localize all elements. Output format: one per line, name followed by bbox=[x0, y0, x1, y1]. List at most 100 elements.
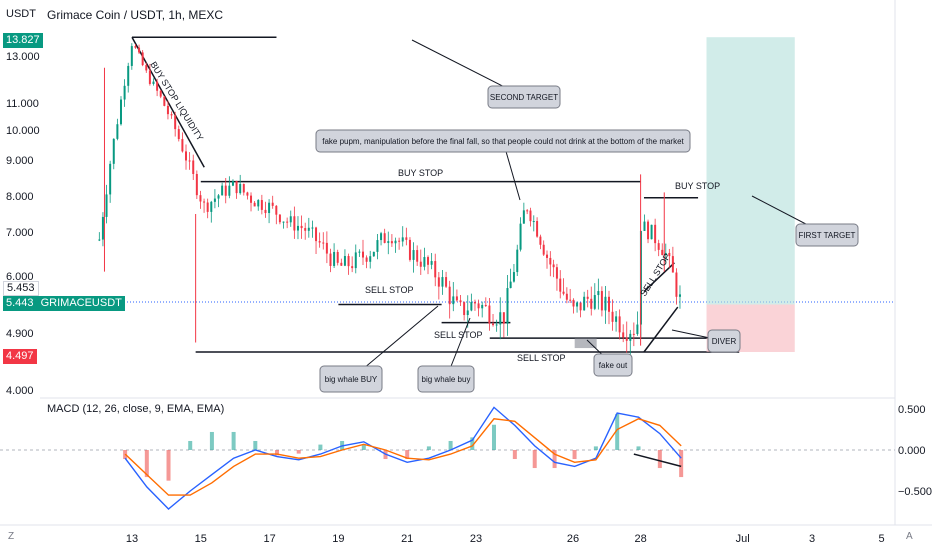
candle-body bbox=[315, 227, 318, 242]
candle-body bbox=[141, 52, 144, 66]
candle-body bbox=[231, 181, 234, 186]
candle-body bbox=[318, 241, 321, 243]
candle-body bbox=[419, 261, 422, 267]
candle-body bbox=[235, 181, 238, 194]
candle-body bbox=[156, 81, 159, 91]
price-tag-close: 5.453 bbox=[3, 281, 39, 296]
macd-histogram-bar bbox=[593, 446, 598, 450]
candle-body bbox=[448, 286, 451, 305]
macd-y-tick-label: 0.500 bbox=[898, 404, 926, 416]
candle-body bbox=[519, 223, 522, 250]
candle-body bbox=[148, 70, 151, 84]
macd-histogram-bar bbox=[231, 431, 236, 450]
candle-body bbox=[210, 201, 213, 212]
candle-body bbox=[590, 298, 593, 309]
candle-body bbox=[203, 201, 206, 203]
macd-histogram-bar bbox=[144, 450, 149, 478]
macd-histogram-bar bbox=[188, 440, 193, 450]
candle-body bbox=[473, 302, 476, 304]
candle-body bbox=[260, 200, 263, 210]
candle-body bbox=[484, 304, 487, 306]
annotation-sell-stop-2: SELL STOP bbox=[434, 330, 483, 340]
candle-body bbox=[181, 139, 184, 152]
candle-body bbox=[583, 296, 586, 311]
candle-body bbox=[307, 227, 310, 231]
candle-body bbox=[576, 302, 579, 307]
candle-body bbox=[192, 160, 195, 174]
candle-body bbox=[365, 257, 368, 262]
candle-body bbox=[401, 237, 404, 242]
candle-body bbox=[105, 194, 108, 217]
auto-scale-button[interactable]: A bbox=[906, 531, 913, 542]
macd-histogram-bar bbox=[275, 450, 280, 456]
macd-histogram-bar bbox=[405, 450, 410, 460]
candle-body bbox=[405, 237, 408, 240]
candle-body bbox=[516, 249, 519, 273]
price-tag-high: 13.827 bbox=[3, 33, 43, 48]
candle-body bbox=[224, 185, 227, 196]
candle-body bbox=[647, 221, 650, 240]
candle-body bbox=[532, 221, 535, 223]
candle-body bbox=[615, 316, 618, 322]
candle-body bbox=[394, 240, 397, 244]
candle-body bbox=[343, 256, 346, 266]
candle-body bbox=[282, 221, 285, 223]
candle-body bbox=[166, 105, 169, 115]
candle-body bbox=[250, 195, 253, 203]
annotation-first-target-text: FIRST TARGET bbox=[799, 231, 856, 240]
candle-body bbox=[455, 296, 458, 301]
candle-body bbox=[325, 242, 328, 254]
candle-body bbox=[174, 115, 177, 130]
candle-body bbox=[512, 272, 515, 282]
candle-body bbox=[398, 240, 401, 242]
candle-body bbox=[668, 252, 671, 257]
candle-body bbox=[542, 244, 545, 255]
macd-histogram-bar bbox=[491, 424, 496, 450]
y-tick-label: 13.000 bbox=[6, 51, 40, 63]
candle-body bbox=[217, 195, 220, 199]
timezone-button[interactable]: Z bbox=[8, 531, 15, 542]
candle-body bbox=[526, 210, 529, 212]
x-tick-label: 3 bbox=[809, 533, 815, 545]
candle-body bbox=[492, 323, 495, 326]
candle-body bbox=[257, 200, 260, 207]
candle-body bbox=[675, 272, 678, 297]
candle-body bbox=[427, 257, 430, 265]
candle-body bbox=[199, 195, 202, 202]
candle-body bbox=[481, 304, 484, 309]
annotation-big-whale-buy-2 bbox=[417, 365, 475, 393]
candle-body bbox=[119, 99, 122, 125]
candle-body bbox=[549, 257, 552, 265]
candle-body bbox=[643, 221, 646, 231]
candle-body bbox=[264, 209, 267, 214]
price-tag-symbol-name: GRIMACEUSDT bbox=[40, 297, 122, 309]
annotation-fake-out-text: fake out bbox=[599, 361, 628, 370]
candle-body bbox=[499, 312, 502, 325]
annotation-first-target bbox=[795, 223, 859, 247]
candle-body bbox=[552, 264, 555, 268]
annotation-fake-pump-text: fake pupm, manipulation before the final… bbox=[322, 137, 684, 146]
main-pane[interactable] bbox=[0, 0, 932, 526]
candle-body bbox=[555, 267, 558, 279]
annotations-layer: BUY STOP LIQUIDITY SECOND TARGET fake pupm… bbox=[148, 39, 859, 393]
candle-body bbox=[546, 254, 549, 258]
x-tick-label: 23 bbox=[470, 533, 482, 545]
candle-body bbox=[488, 305, 491, 324]
annotation-buy-stop-liquidity: BUY STOP LIQUIDITY bbox=[148, 60, 205, 143]
candle-body bbox=[390, 241, 393, 244]
candle-body bbox=[138, 47, 141, 53]
candle-body bbox=[430, 261, 433, 265]
annotation-second-target-text: SECOND TARGET bbox=[490, 93, 558, 102]
macd-histogram-bar bbox=[532, 450, 537, 469]
candle-body bbox=[361, 251, 364, 258]
x-tick-label: 5 bbox=[878, 533, 884, 545]
annotation-second-target bbox=[487, 85, 561, 109]
candle-body bbox=[593, 295, 596, 309]
macd-histogram-bar bbox=[552, 450, 557, 469]
candle-body bbox=[387, 241, 390, 243]
candle-body bbox=[246, 192, 249, 196]
candle-body bbox=[466, 310, 469, 316]
candle-body bbox=[600, 291, 603, 311]
macd-histogram-bar bbox=[318, 444, 323, 450]
